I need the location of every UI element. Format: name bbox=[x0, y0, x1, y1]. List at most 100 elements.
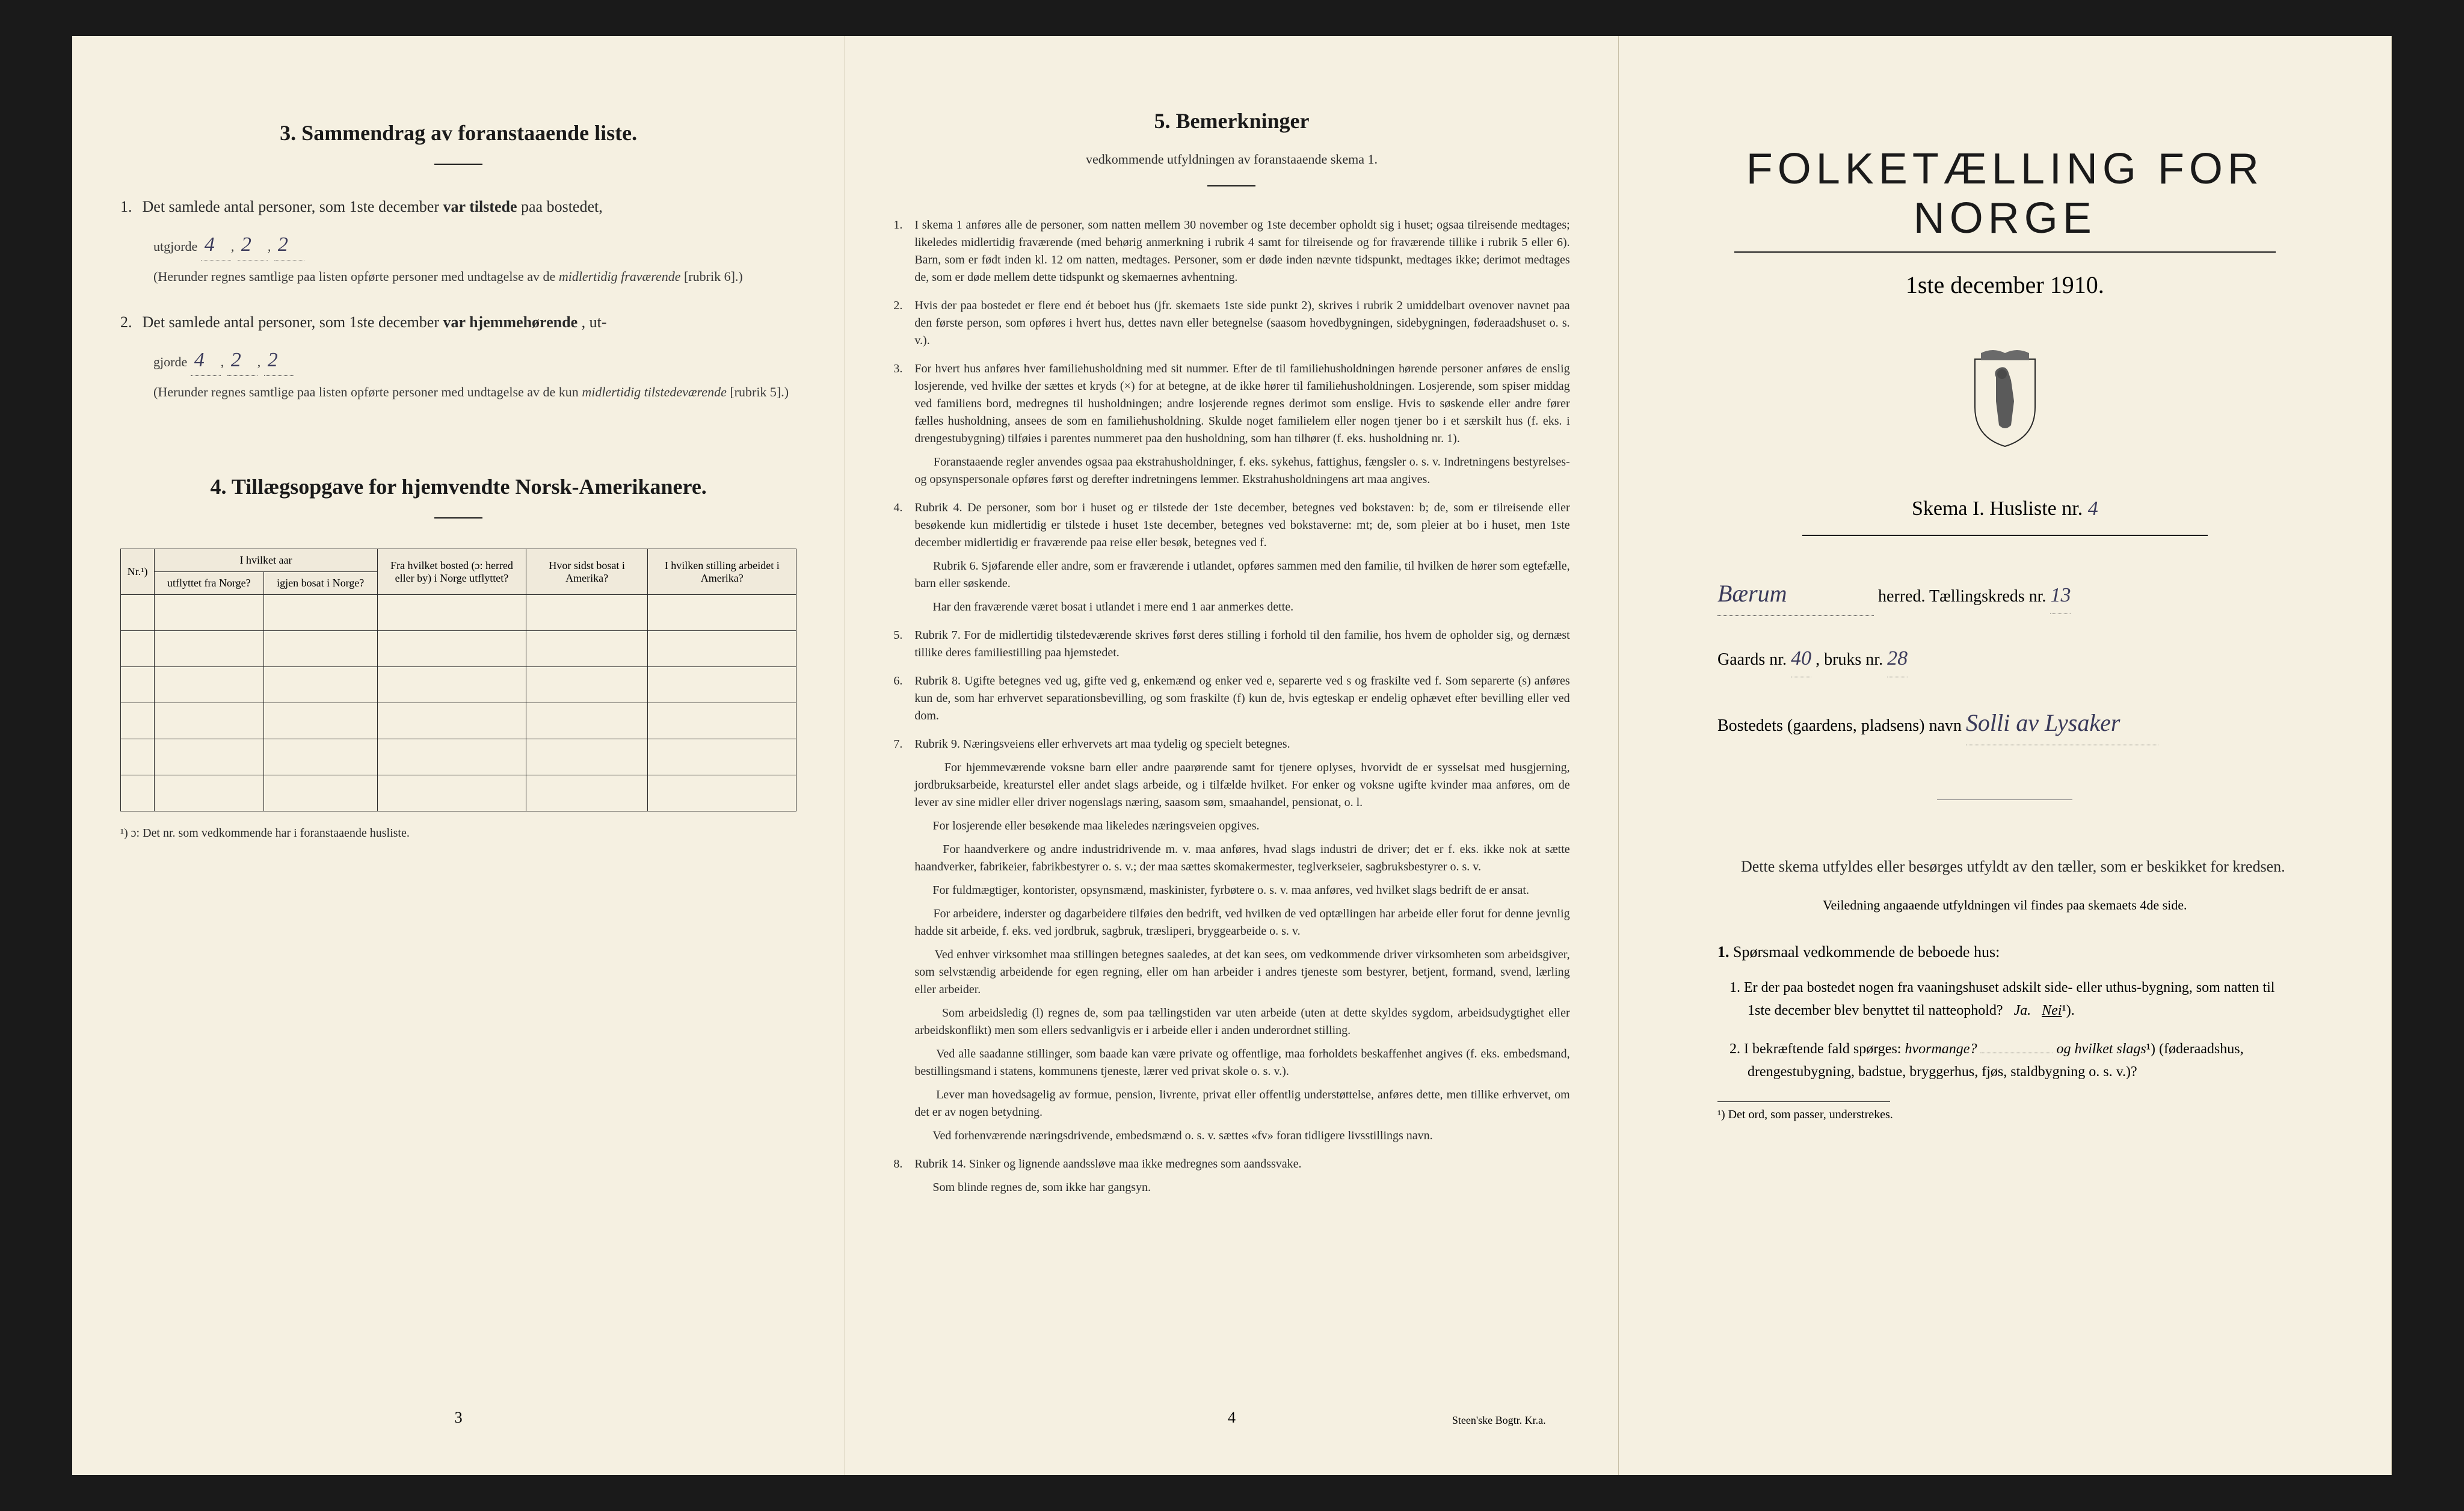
item2-num: 2. bbox=[120, 310, 138, 334]
utgjorde-label: utgjorde bbox=[153, 239, 197, 254]
remark-body: Rubrik 14. Sinker og lignende aandssløve… bbox=[914, 1156, 1569, 1196]
remark-num: 6. bbox=[893, 672, 911, 690]
remark-body: Rubrik 8. Ugifte betegnes ved ug, gifte … bbox=[914, 672, 1569, 725]
herred-line: Bærum herred. Tællingskreds nr. 13 bbox=[1717, 572, 2293, 616]
q1-text: Er der paa bostedet nogen fra vaaningshu… bbox=[1744, 980, 2275, 1018]
remark-item: 6.Rubrik 8. Ugifte betegnes ved ug, gift… bbox=[893, 672, 1569, 725]
item1-note-em: midlertidig fraværende bbox=[559, 269, 681, 284]
table-footnote: ¹) ɔ: Det nr. som vedkommende har i fora… bbox=[120, 826, 796, 840]
th-bosted: Fra hvilket bosted (ɔ: herred eller by) … bbox=[377, 549, 526, 595]
th-stilling: I hvilken stilling arbeidet i Amerika? bbox=[648, 549, 796, 595]
q1-nei: Nei bbox=[2042, 1003, 2062, 1018]
remark-body: Hvis der paa bostedet er flere end ét be… bbox=[914, 297, 1569, 349]
val1c: 2 bbox=[274, 229, 304, 260]
th-amerika: Hvor sidst bosat i Amerika? bbox=[526, 549, 648, 595]
remark-item: 1.I skema 1 anføres alle de personer, so… bbox=[893, 217, 1569, 286]
herred-val: Bærum bbox=[1717, 572, 1874, 616]
item1-bold: var tilstede bbox=[443, 198, 517, 215]
th-nr: Nr.¹) bbox=[121, 549, 155, 595]
herred-suffix: herred. Tællingskreds nr. bbox=[1878, 587, 2046, 606]
remark-body: For hvert hus anføres hver familiehushol… bbox=[914, 360, 1569, 488]
remark-body: Rubrik 9. Næringsveiens eller erhvervets… bbox=[914, 736, 1569, 1145]
item2-note: (Herunder regnes samtlige paa listen opf… bbox=[120, 382, 796, 402]
date-line: 1ste december 1910. bbox=[1906, 271, 2104, 299]
amerikanere-table: Nr.¹) I hvilket aar Fra hvilket bosted (… bbox=[120, 549, 796, 811]
remark-item: 2.Hvis der paa bostedet er flere end ét … bbox=[893, 297, 1569, 349]
remark-num: 7. bbox=[893, 736, 911, 753]
table-row bbox=[121, 595, 796, 631]
item1-suffix: paa bostedet, bbox=[521, 198, 603, 215]
item2-note-text: (Herunder regnes samtlige paa listen opf… bbox=[153, 384, 579, 399]
section5-sub: vedkommende utfyldningen av foranstaaend… bbox=[893, 152, 1569, 167]
page-left: 3. Sammendrag av foranstaaende liste. 1.… bbox=[72, 36, 845, 1475]
remark-num: 3. bbox=[893, 360, 911, 378]
page-right: FOLKETÆLLING FOR NORGE 1ste december 191… bbox=[1619, 36, 2392, 1475]
section5-heading: 5. Bemerkninger bbox=[893, 108, 1569, 134]
q-heading: 1. Spørsmaal vedkommende de beboede hus: bbox=[1717, 943, 2293, 961]
table-row bbox=[121, 739, 796, 775]
remarks-container: 1.I skema 1 anføres alle de personer, so… bbox=[893, 217, 1569, 1196]
remark-item: 7.Rubrik 9. Næringsveiens eller erhverve… bbox=[893, 736, 1569, 1145]
bruks-nr: 28 bbox=[1887, 640, 1908, 677]
bruks-label: , bruks nr. bbox=[1816, 650, 1883, 669]
q2-num: 2. bbox=[1729, 1041, 1740, 1057]
schema-label: Skema I. Husliste nr. bbox=[1912, 497, 2083, 520]
gaards-nr: 40 bbox=[1791, 640, 1811, 677]
item1-value-line: utgjorde 4, 2, 2 bbox=[120, 229, 796, 260]
q-heading-num: 1. bbox=[1717, 943, 1729, 961]
th-utflyttet: utflyttet fra Norge? bbox=[155, 572, 263, 595]
gaards-label: Gaards nr. bbox=[1717, 650, 1787, 669]
item1-note-suffix: [rubrik 6].) bbox=[684, 269, 743, 284]
q2-sup: ¹) bbox=[2146, 1041, 2155, 1057]
kreds-nr: 13 bbox=[2050, 577, 2071, 614]
main-title: FOLKETÆLLING FOR NORGE bbox=[1667, 144, 2343, 243]
q1: 1. Er der paa bostedet nogen fra vaaning… bbox=[1717, 976, 2293, 1023]
heading-rule bbox=[434, 164, 482, 165]
q2-c: og hvilket slags bbox=[2056, 1041, 2146, 1057]
item1-text: Det samlede antal personer, som 1ste dec… bbox=[143, 198, 440, 215]
remark-item: 4.Rubrik 4. De personer, som bor i huset… bbox=[893, 499, 1569, 616]
schema-rule bbox=[1802, 535, 2208, 536]
mid-rule bbox=[1937, 799, 2072, 800]
item1-num: 1. bbox=[120, 195, 138, 218]
page3-body: Dette skema utfyldes eller besørges utfy… bbox=[1717, 854, 2293, 1122]
remark-num: 1. bbox=[893, 217, 911, 234]
printer-mark: Steen'ske Bogtr. Kr.a. bbox=[1452, 1414, 1546, 1427]
section4-heading: 4. Tillægsopgave for hjemvendte Norsk-Am… bbox=[120, 474, 796, 499]
bosted-label: Bostedets (gaardens, pladsens) navn bbox=[1717, 716, 1962, 735]
page-middle: 5. Bemerkninger vedkommende utfyldningen… bbox=[845, 36, 1618, 1475]
body-para-1: Dette skema utfyldes eller besørges utfy… bbox=[1717, 854, 2293, 879]
footnote-text: ¹) Det ord, som passer, understrekes. bbox=[1717, 1108, 2293, 1122]
remark-num: 5. bbox=[893, 627, 911, 644]
remark-item: 8.Rubrik 14. Sinker og lignende aandsslø… bbox=[893, 1156, 1569, 1196]
q1-num: 1. bbox=[1729, 980, 1740, 996]
q1-ja: Ja. bbox=[2014, 1003, 2031, 1018]
item2-bold: var hjemmehørende bbox=[443, 313, 578, 331]
table-row bbox=[121, 631, 796, 667]
title-rule bbox=[1734, 251, 2275, 253]
item2-text: Det samlede antal personer, som 1ste dec… bbox=[143, 313, 440, 331]
remark-item: 5.Rubrik 7. For de midlertidig tilstedev… bbox=[893, 627, 1569, 662]
val2c: 2 bbox=[264, 345, 294, 376]
val2b: 2 bbox=[227, 345, 257, 376]
item1-note: (Herunder regnes samtlige paa listen opf… bbox=[120, 266, 796, 286]
q-heading-text: Spørsmaal vedkommende de beboede hus: bbox=[1733, 943, 2000, 961]
val2a: 4 bbox=[191, 345, 221, 376]
utgjorde2-label: gjorde bbox=[153, 354, 187, 369]
val1a: 4 bbox=[201, 229, 231, 260]
remark-item: 3.For hvert hus anføres hver familiehush… bbox=[893, 360, 1569, 488]
item1-note-text: (Herunder regnes samtlige paa listen opf… bbox=[153, 269, 555, 284]
table-row bbox=[121, 703, 796, 739]
item1: 1. Det samlede antal personer, som 1ste … bbox=[120, 195, 796, 218]
remark-num: 4. bbox=[893, 499, 911, 517]
th-igjen: igjen bosat i Norge? bbox=[263, 572, 377, 595]
remark-body: Rubrik 4. De personer, som bor i huset o… bbox=[914, 499, 1569, 616]
section4: 4. Tillægsopgave for hjemvendte Norsk-Am… bbox=[120, 444, 796, 840]
item2-value-line: gjorde 4, 2, 2 bbox=[120, 345, 796, 376]
q2: 2. I bekræftende fald spørges: hvormange… bbox=[1717, 1038, 2293, 1084]
heading-rule-5 bbox=[1207, 185, 1255, 186]
bosted-val: Solli av Lysaker bbox=[1966, 701, 2158, 745]
q1-sup: ¹). bbox=[2062, 1003, 2075, 1018]
val1b: 2 bbox=[238, 229, 268, 260]
item2-note-em: midlertidig tilstedeværende bbox=[582, 384, 727, 399]
